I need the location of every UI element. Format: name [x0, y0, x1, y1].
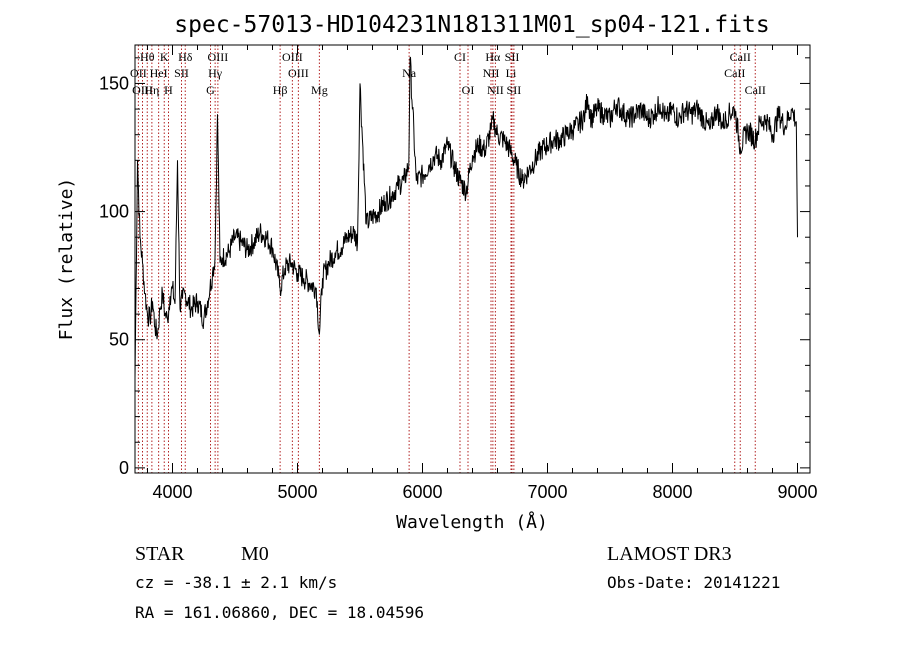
y-tick-label: 100	[99, 202, 129, 222]
x-tick-label: 5000	[277, 482, 317, 502]
x-axis-label: Wavelength (Å)	[396, 511, 548, 533]
line-label-caii: CaII	[745, 83, 766, 97]
spectral-line-labels: Hθ K Hδ OIII OIII CI Hα SII CaII OII HeI SII Hγ OIII N…	[130, 50, 766, 97]
x-tick-label: 9000	[777, 482, 817, 502]
line-label-hδ: Hδ	[178, 50, 193, 64]
flux-series-line	[134, 56, 798, 379]
line-label-oi: OI	[462, 83, 475, 97]
plot-frame	[134, 44, 811, 474]
line-label-oiii: OIII	[208, 50, 229, 64]
line-label-caii: CaII	[724, 66, 745, 80]
axis-ticks: 4000 5000 6000 7000 8000 9000 0 50 100 150	[99, 45, 818, 502]
y-tick-label: 0	[119, 458, 129, 478]
line-label-oiii: OIII	[132, 83, 153, 97]
survey-name: LAMOST DR3	[607, 543, 732, 565]
line-label-sii: SII	[505, 50, 520, 64]
line-label-oiii: OIII	[288, 66, 309, 80]
line-label-mg: Mg	[311, 83, 328, 97]
y-tick-label: 150	[99, 73, 129, 93]
line-label-h: H	[164, 83, 173, 97]
line-label-oiii: OIII	[282, 50, 303, 64]
line-label-hθ: Hθ	[140, 50, 155, 64]
line-label-nii: NII	[483, 66, 500, 80]
line-label-ci: CI	[454, 50, 466, 64]
x-tick-label: 4000	[152, 482, 192, 502]
ra-dec-coordinates: RA = 161.06860, DEC = 18.04596	[135, 603, 424, 622]
line-label-k: K	[160, 50, 169, 64]
line-label-hγ: Hγ	[208, 66, 223, 80]
line-label-oii: OII	[130, 66, 147, 80]
line-label-hα: Hα	[485, 50, 501, 64]
object-subclass: M0	[241, 543, 269, 565]
x-tick-label: 6000	[402, 482, 442, 502]
line-label-li: Li	[506, 66, 517, 80]
line-label-sii: SII	[507, 83, 522, 97]
y-axis-label: Flux (relative)	[56, 178, 77, 341]
line-label-hη: Hη	[144, 83, 159, 97]
object-class: STAR	[135, 543, 185, 565]
line-label-caii: CaII	[730, 50, 751, 64]
line-label-nii: NII	[487, 83, 504, 97]
y-tick-label: 50	[109, 330, 129, 350]
line-label-hei: HeI	[150, 66, 168, 80]
redshift-velocity: cz = -38.1 ± 2.1 km/s	[135, 573, 337, 592]
observation-date: Obs-Date: 20141221	[607, 573, 780, 592]
line-label-hβ: Hβ	[273, 83, 288, 97]
line-label-g: G	[206, 83, 215, 97]
line-label-sii: SII	[174, 66, 189, 80]
x-tick-label: 8000	[652, 482, 692, 502]
chart-title: spec-57013-HD104231N181311M01_sp04-121.f…	[174, 12, 769, 38]
x-tick-label: 7000	[527, 482, 567, 502]
